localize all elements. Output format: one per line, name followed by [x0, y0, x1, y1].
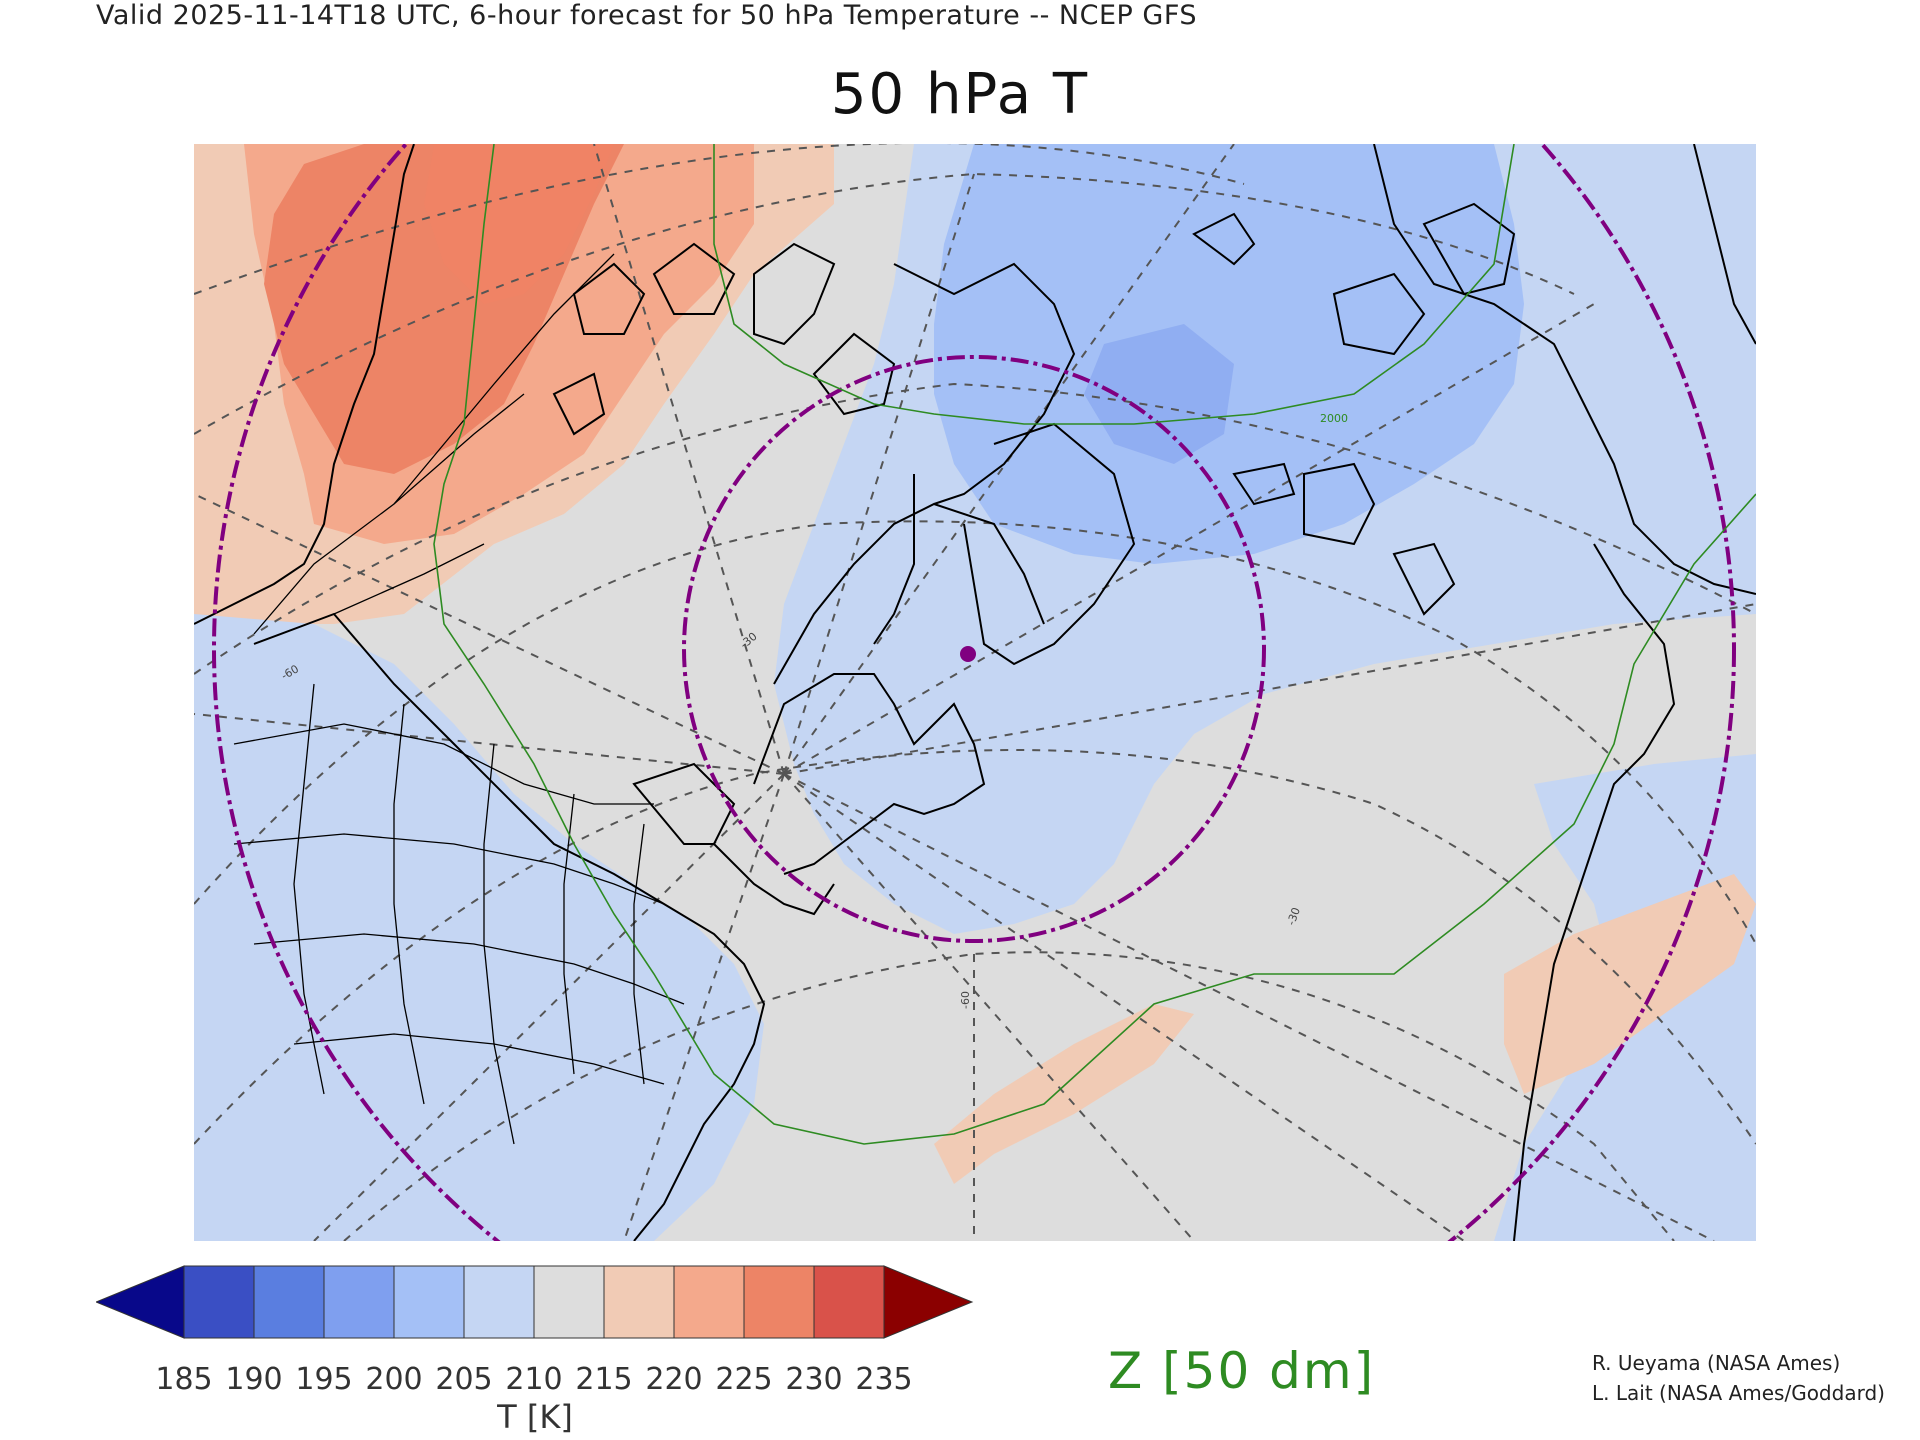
- colorbar-bin: [533, 1265, 605, 1339]
- colorbar-bin: [603, 1265, 675, 1339]
- coastlines: [194, 144, 1756, 1241]
- graticule: [194, 144, 1756, 1241]
- colorbar: [96, 1265, 974, 1339]
- colorbar-over-arrow: [883, 1265, 974, 1339]
- graticule-label: -30: [1285, 906, 1303, 927]
- colorbar-bin: [743, 1265, 815, 1339]
- credit-line-2: L. Lait (NASA Ames/Goddard): [1592, 1381, 1885, 1405]
- graticule-label: -60: [959, 991, 972, 1009]
- contour-legend-label: Z [50 dm]: [1108, 1342, 1376, 1400]
- map-svg: 2000 -60 -30 -60 -30: [194, 144, 1756, 1241]
- colorbar-tick-label: 210: [505, 1362, 563, 1397]
- height-contours: [433, 144, 1756, 1145]
- map-panel: 2000 -60 -30 -60 -30: [194, 144, 1756, 1241]
- valid-time-header: Valid 2025-11-14T18 UTC, 6-hour forecast…: [96, 0, 1198, 31]
- temperature-field-warm-215-atl: [934, 1004, 1194, 1184]
- colorbar-tick-label: 185: [155, 1362, 213, 1397]
- contour-label: 2000: [1320, 412, 1348, 425]
- colorbar-tick-label: 215: [575, 1362, 633, 1397]
- colorbar-bin: [813, 1265, 885, 1339]
- credit-line-1: R. Ueyama (NASA Ames): [1592, 1351, 1841, 1375]
- colorbar-tick-label: 220: [645, 1362, 703, 1397]
- colorbar-tick-label: 195: [295, 1362, 353, 1397]
- political-borders: [233, 253, 685, 1145]
- reference-circles: [212, 144, 1736, 1241]
- colorbar-under-arrow: [96, 1265, 185, 1339]
- colorbar-tick-label: 230: [785, 1362, 843, 1397]
- colorbar-bin: [323, 1265, 395, 1339]
- colorbar-tick-label: 190: [225, 1362, 283, 1397]
- plot-title: 50 hPa T: [830, 62, 1090, 127]
- temperature-field-cold-205-sw: [194, 614, 764, 1241]
- colorbar-bin: [673, 1265, 745, 1339]
- colorbar-bin: [253, 1265, 325, 1339]
- center-marker: [960, 646, 976, 662]
- colorbar-tick-label: 225: [715, 1362, 773, 1397]
- temperature-field-cold-195: [1084, 324, 1234, 464]
- colorbar-unit-label: T [K]: [497, 1398, 573, 1436]
- temperature-field-warm-215-east: [1504, 874, 1756, 1094]
- colorbar-tick-label: 200: [365, 1362, 423, 1397]
- colorbar-bin: [183, 1265, 255, 1339]
- colorbar-bin: [393, 1265, 465, 1339]
- colorbar-bin: [463, 1265, 535, 1339]
- colorbar-tick-label: 205: [435, 1362, 493, 1397]
- colorbar-tick-label: 235: [855, 1362, 913, 1397]
- outer-circle: [212, 144, 1736, 1241]
- inner-circle: [682, 355, 1266, 943]
